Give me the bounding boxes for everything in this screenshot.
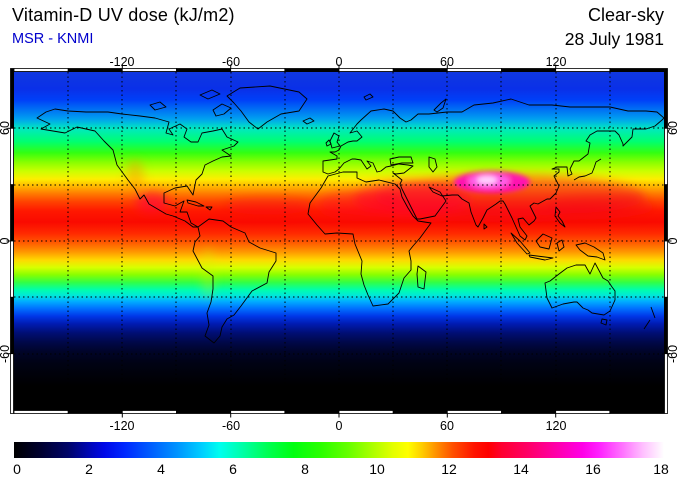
lat-tick-label-right: 0: [666, 238, 678, 245]
lat-tick-label-left: -60: [0, 344, 12, 364]
graticule: [14, 72, 664, 410]
colorbar-tick-label: 18: [653, 461, 669, 477]
sky-condition-label: Clear-sky: [587, 5, 664, 25]
lon-tick-label-top: 0: [335, 55, 343, 69]
colorbar-tick-label: 4: [157, 461, 165, 477]
colorbar-tick-label: 14: [513, 461, 529, 477]
colorbar-tick-label: 2: [85, 461, 93, 477]
tibet-hotspot: [454, 171, 530, 193]
lat-tick-label-right: -60: [666, 344, 678, 364]
lon-tick-label-top: 120: [545, 55, 567, 69]
colorbar-tick-label: 10: [369, 461, 385, 477]
lon-tick-label-top: -60: [221, 55, 241, 69]
colorbar-tick-label: 6: [229, 461, 237, 477]
axis-ticks: [6, 64, 672, 418]
lon-tick-label-bottom: 120: [545, 419, 567, 433]
lon-tick-label-top: 60: [440, 55, 454, 69]
date-label: 28 July 1981: [564, 29, 664, 49]
colorbar-tick-label: 16: [585, 461, 601, 477]
colorbar-tick-label: 8: [301, 461, 309, 477]
colorbar-tick-label: 0: [13, 461, 21, 477]
colorbar-tick-label: 12: [441, 461, 457, 477]
lat-tick-label-left: 0: [0, 238, 12, 245]
lat-tick-label-left: 60: [0, 121, 12, 135]
lon-tick-label-bottom: 60: [440, 419, 454, 433]
data-source-label: MSR - KNMI: [12, 31, 94, 47]
coastlines: [36, 85, 664, 344]
lon-tick-label-bottom: -60: [221, 419, 241, 433]
lon-tick-label-bottom: 0: [335, 419, 343, 433]
page-title: Vitamin-D UV dose (kJ/m2): [12, 5, 235, 25]
lat-tick-label-right: 60: [666, 121, 678, 135]
lon-tick-label-bottom: -120: [109, 419, 135, 433]
colorbar: [14, 442, 664, 458]
lon-tick-label-top: -120: [109, 55, 135, 69]
map-frame: [10, 68, 668, 414]
